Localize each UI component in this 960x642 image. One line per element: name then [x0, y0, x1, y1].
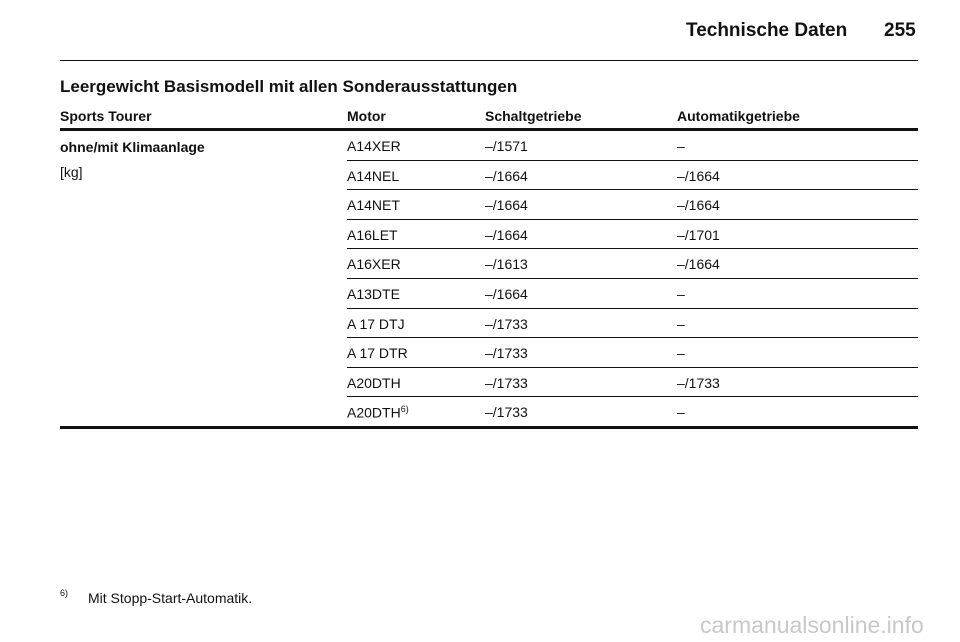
header-title: Technische Daten	[686, 20, 848, 41]
cell: –/1733	[677, 374, 720, 391]
cell: A20DTH	[347, 374, 401, 391]
footnote-text: Mit Stopp-Start-Automatik.	[88, 590, 253, 606]
cell: –	[677, 138, 685, 154]
row-rule	[347, 159, 918, 161]
watermark: carmanualsonline.info	[700, 612, 924, 638]
cell: A14XER	[347, 138, 401, 154]
row-rule	[347, 248, 918, 250]
row-rule	[347, 189, 918, 191]
cell: A 17 DTJ	[347, 315, 405, 332]
cell: –/1571	[485, 138, 528, 154]
cell: –/1613	[485, 256, 528, 273]
cell: –/1733	[485, 345, 528, 362]
group-unit: [kg]	[60, 164, 83, 180]
cell: –/1664	[677, 256, 720, 273]
cell: A14NEL	[347, 167, 400, 184]
section-title: Leergewicht Basismodell mit allen Sonder…	[60, 77, 518, 96]
cell: –/1664	[485, 286, 528, 302]
cell: –	[677, 345, 685, 362]
cell: A 17 DTR	[347, 345, 408, 362]
cell: A16LET	[347, 226, 398, 243]
row-rule	[347, 218, 918, 220]
row-rule	[347, 307, 918, 309]
cell: –/1701	[677, 226, 720, 243]
table-end-rule	[60, 426, 918, 429]
cell: A14NET	[347, 197, 400, 214]
cell: –/1664	[485, 167, 528, 184]
group-label: ohne/mit Klimaanlage	[60, 139, 205, 155]
cell: A16XER	[347, 256, 401, 273]
cell: A13DTE	[347, 286, 400, 302]
row-rule	[347, 278, 918, 279]
cell: –/1664	[677, 167, 720, 184]
header-rule	[60, 60, 918, 61]
column-header: Schaltgetriebe	[485, 108, 582, 124]
row-rule	[347, 366, 918, 368]
cell: –	[677, 315, 685, 332]
footnote-marker: 6)	[60, 588, 69, 598]
header-rule-thick	[60, 128, 918, 131]
column-header: Automatikgetriebe	[677, 108, 800, 124]
cell: –	[677, 286, 685, 302]
column-header: Sports Tourer	[60, 108, 152, 124]
cell: –/1733	[485, 374, 528, 391]
row-rule	[347, 337, 918, 339]
footnote-ref: 6)	[400, 404, 409, 415]
cell: –/1664	[485, 226, 528, 243]
cell: –/1664	[677, 197, 720, 214]
cell: –	[677, 404, 685, 421]
cell: A20DTH6)	[347, 404, 409, 422]
cell: –/1733	[485, 315, 528, 332]
column-header: Motor	[347, 108, 386, 124]
cell: –/1664	[485, 197, 528, 214]
page-number: 255	[884, 20, 916, 41]
row-rule	[347, 396, 918, 398]
cell: –/1733	[485, 404, 528, 421]
